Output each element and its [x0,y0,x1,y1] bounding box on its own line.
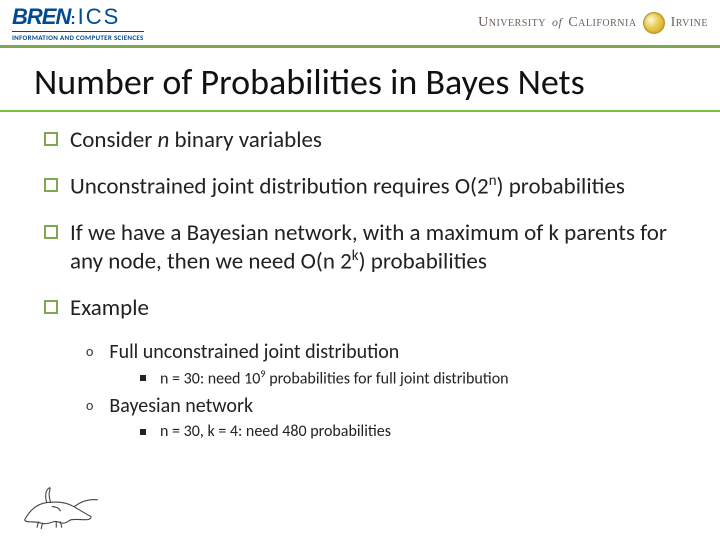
bullet-level-3: n = 30, k = 4: need 480 probabilities [140,422,676,441]
bullet-text: Bayesian network [109,394,253,418]
logo-subtitle: INFORMATION AND COMPUTER SCIENCES [12,31,144,42]
uni-word-irvine: Irvine [671,15,708,31]
anteater-icon [16,482,102,530]
bullet-level-1: If we have a Bayesian network, with a ma… [44,219,676,276]
bullet-circle-icon: o [86,344,93,361]
bullet-circle-icon: o [86,398,93,415]
bullet-text: Example [70,294,149,322]
bren-ics-logo: BREN:ICS INFORMATION AND COMPUTER SCIENC… [12,4,144,42]
bullet-box-icon [44,225,58,239]
slide: BREN:ICS INFORMATION AND COMPUTER SCIENC… [0,0,720,540]
logo-bren-text: BREN [12,4,70,29]
slide-content: Consider n binary variables Unconstrained… [0,126,720,441]
bullet-square-icon [140,429,146,435]
bullet-text: If we have a Bayesian network, with a ma… [70,219,676,276]
bullet-text: Full unconstrained joint distribution [109,340,399,364]
uni-word-california: California [568,15,636,31]
slide-title-text: Number of Probabilities in Bayes Nets [34,60,585,104]
bullet-level-2: o Bayesian network [86,394,676,418]
bullet-level-2: o Full unconstrained joint distribution [86,340,676,364]
bullet-text: n = 30, k = 4: need 480 probabilities [160,422,391,441]
uci-seal-icon [643,12,665,34]
bullet-level-1: Example [44,294,676,322]
bullet-text: Consider n binary variables [70,126,322,154]
bullet-box-icon [44,132,58,146]
bullet-box-icon [44,300,58,314]
bullet-text: n = 30: need 109 probabilities for full … [160,368,509,389]
bullet-level-1: Consider n binary variables [44,126,676,154]
bullet-level-3: n = 30: need 109 probabilities for full … [140,368,676,389]
uni-word-of: of [552,15,562,30]
bullet-square-icon [140,375,146,381]
logo-ics-text: ICS [78,4,121,29]
bullet-text: Unconstrained joint distribution require… [70,172,625,201]
bullet-box-icon [44,178,58,192]
header-bar: BREN:ICS INFORMATION AND COMPUTER SCIENC… [0,0,720,48]
uci-wordmark: University of California Irvine [478,12,708,34]
uni-word-university: University [478,15,546,31]
slide-title: Number of Probabilities in Bayes Nets [0,48,720,112]
bullet-level-1: Unconstrained joint distribution require… [44,172,676,201]
